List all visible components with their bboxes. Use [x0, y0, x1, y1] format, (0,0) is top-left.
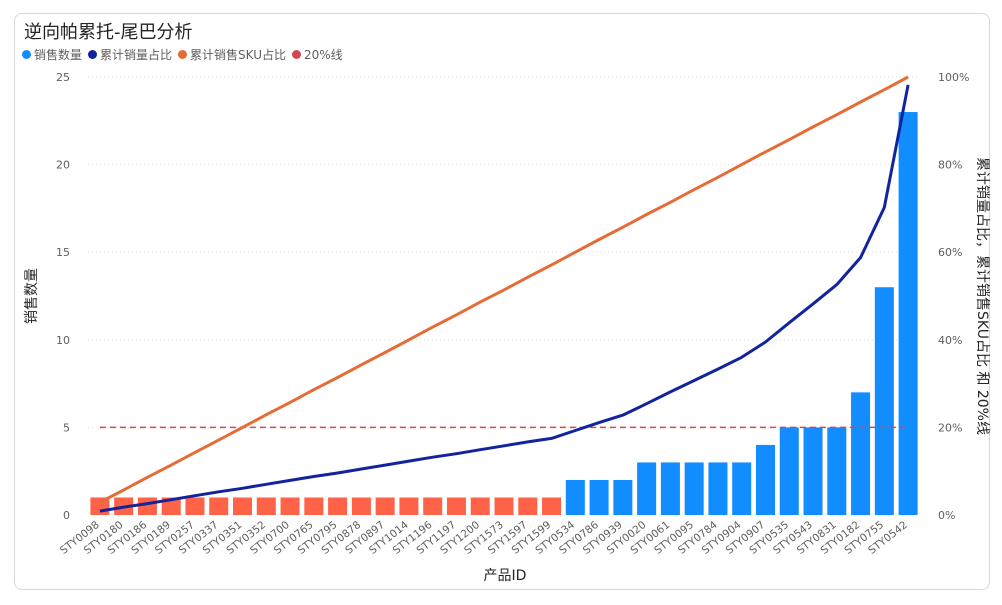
y-tick-label: 10 [56, 334, 70, 347]
legend: 销售数量 累计销量占比 累计销售SKU占比 20%线 [22, 46, 349, 63]
bar[interactable] [684, 462, 704, 515]
y-tick-label: 0 [63, 509, 70, 522]
legend-dot-icon [291, 50, 301, 59]
y-tick-label: 5 [63, 421, 70, 434]
line-cumulative-qty-share[interactable] [99, 84, 910, 513]
y2-tick-label: 60% [938, 246, 962, 259]
legend-item[interactable]: 累计销售SKU占比 [178, 46, 286, 63]
bar[interactable] [470, 497, 490, 515]
legend-label: 销售数量 [34, 48, 83, 62]
gridlines [88, 76, 920, 428]
bar[interactable] [233, 497, 253, 515]
legend-label: 累计销售SKU占比 [190, 48, 286, 62]
y-axis-title: 销售数量 [24, 268, 40, 324]
bar[interactable] [755, 444, 775, 515]
bar[interactable] [209, 497, 229, 515]
y-tick-label: 25 [56, 71, 70, 84]
y2-tick-label: 20% [938, 421, 962, 434]
x-axis-title: 产品ID [484, 568, 527, 584]
y2-tick-label: 100% [938, 71, 969, 84]
bar[interactable] [328, 497, 348, 515]
legend-label: 20%线 [303, 48, 343, 62]
y-tick-label: 15 [56, 246, 70, 259]
left-axis-ticks: 0 5 10 15 20 25 [56, 71, 70, 522]
bar[interactable] [280, 497, 300, 515]
legend-label: 累计销量占比 [100, 48, 173, 62]
bar-series [90, 112, 918, 515]
bar[interactable] [185, 497, 205, 515]
bar[interactable] [660, 462, 680, 515]
bar[interactable] [446, 497, 466, 515]
bar[interactable] [803, 427, 823, 515]
y2-tick-label: 80% [938, 159, 962, 172]
y2-tick-label: 0% [938, 509, 955, 522]
legend-item[interactable]: 销售数量 [22, 46, 82, 63]
bar[interactable] [637, 462, 657, 515]
bar[interactable] [874, 287, 894, 515]
y2-axis-title: 累计销量占比，累计销售SKU占比 和 20%线 [974, 157, 990, 435]
bar[interactable] [779, 427, 799, 515]
bar[interactable] [851, 392, 871, 515]
legend-item[interactable]: 累计销量占比 [88, 46, 172, 63]
bar[interactable] [137, 497, 157, 515]
bar[interactable] [898, 112, 918, 515]
y2-tick-label: 40% [938, 334, 962, 347]
y-tick-label: 20 [56, 159, 70, 172]
x-axis-ticks: STY0098STY0180STY0186STY0189STY0257STY03… [58, 519, 910, 557]
bar[interactable] [565, 479, 585, 515]
line-series [99, 75, 910, 513]
bar[interactable] [375, 497, 395, 515]
right-axis-ticks: 0% 20% 40% 60% 80% 100% [938, 71, 969, 522]
legend-item[interactable]: 20%线 [291, 46, 343, 63]
bar[interactable] [494, 497, 514, 515]
bar[interactable] [613, 479, 633, 515]
bar[interactable] [518, 497, 538, 515]
line-cumulative-sku-share[interactable] [99, 75, 909, 504]
legend-dot-icon [88, 50, 98, 59]
bar[interactable] [351, 497, 371, 515]
bar[interactable] [827, 427, 847, 515]
bar[interactable] [542, 497, 562, 515]
legend-dot-icon [22, 50, 31, 59]
chart-title: 逆向帕累托-尾巴分析 [24, 22, 193, 43]
bar[interactable] [399, 497, 419, 515]
bar[interactable] [304, 497, 324, 515]
bar[interactable] [732, 462, 752, 515]
bar[interactable] [423, 497, 443, 515]
bar[interactable] [708, 462, 728, 515]
legend-dot-icon [178, 50, 188, 59]
bar[interactable] [256, 497, 276, 515]
bar[interactable] [589, 479, 609, 515]
